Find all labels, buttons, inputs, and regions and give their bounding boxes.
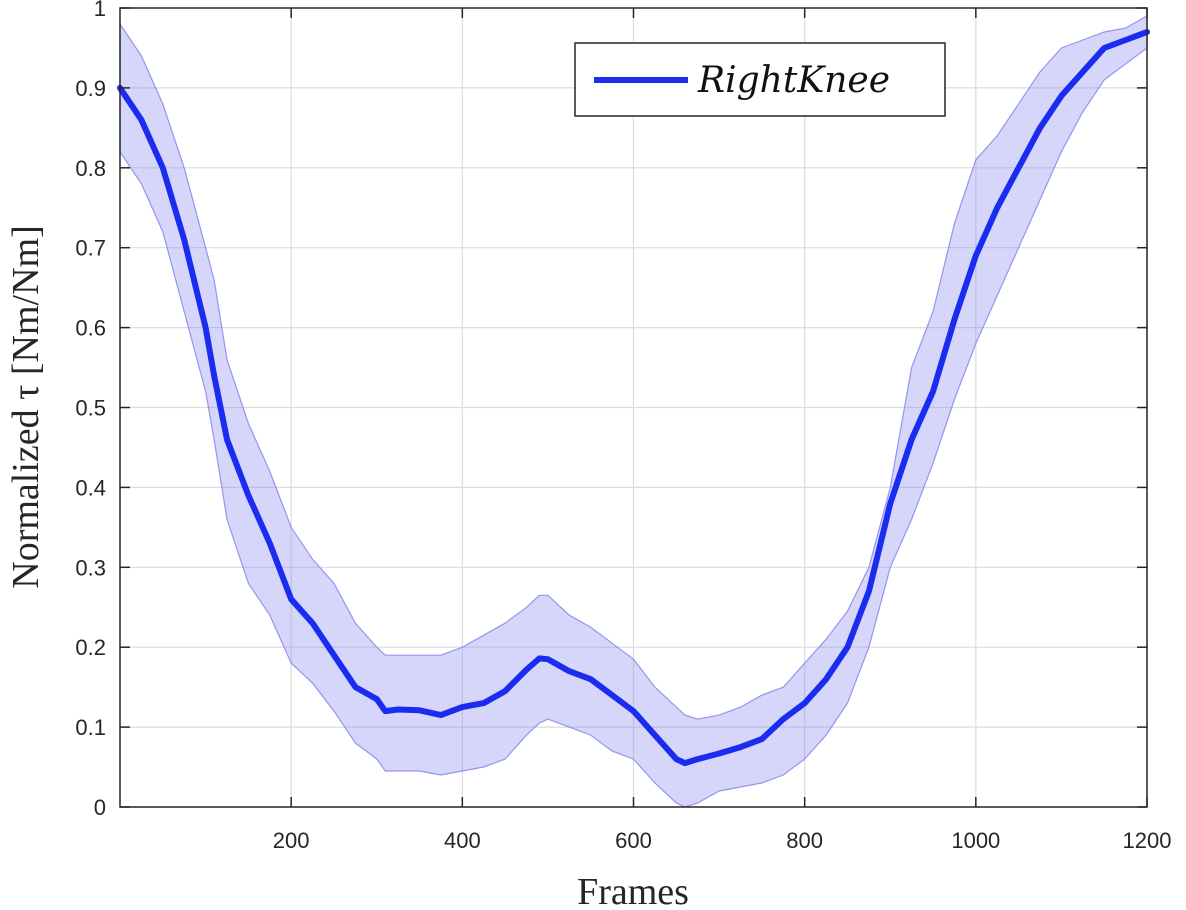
- series-line-rightknee: [117, 29, 1150, 767]
- y-tick-label: 0.2: [75, 635, 106, 660]
- x-tick-label: 600: [615, 828, 652, 853]
- x-tick-labels: 200 400 600 800 1000 1200: [273, 828, 1172, 853]
- legend: RightKnee: [574, 42, 946, 117]
- y-tick-label: 0.4: [75, 475, 106, 500]
- y-tick-label: 0.1: [75, 715, 106, 740]
- x-axis-title: Frames: [577, 871, 689, 910]
- x-tick-label: 1000: [951, 828, 1000, 853]
- y-tick-label: 0.8: [75, 156, 106, 181]
- series-line-layer: [117, 29, 1150, 767]
- y-tick-label: 0.6: [75, 316, 106, 341]
- y-tick-label: 1: [94, 0, 106, 21]
- x-tick-label: 400: [444, 828, 481, 853]
- x-tick-label: 800: [786, 828, 823, 853]
- y-tick-label: 0.5: [75, 396, 106, 421]
- y-tick-label: 0: [94, 795, 106, 820]
- y-tick-label: 0.7: [75, 236, 106, 261]
- y-tick-label: 0.9: [75, 76, 106, 101]
- y-tick-labels: 0 0.1 0.2 0.3 0.4 0.5 0.6 0.7 0.8 0.9 1: [75, 0, 106, 820]
- legend-label-rightknee: RightKnee: [697, 60, 890, 101]
- x-tick-label: 1200: [1123, 828, 1172, 853]
- x-tick-label: 200: [273, 828, 310, 853]
- grid-lines: [120, 7, 1148, 808]
- tick-marks: [120, 7, 1148, 808]
- y-tick-label: 0.3: [75, 555, 106, 580]
- y-axis-title: Normalized τ [Nm/Nm]: [5, 225, 47, 589]
